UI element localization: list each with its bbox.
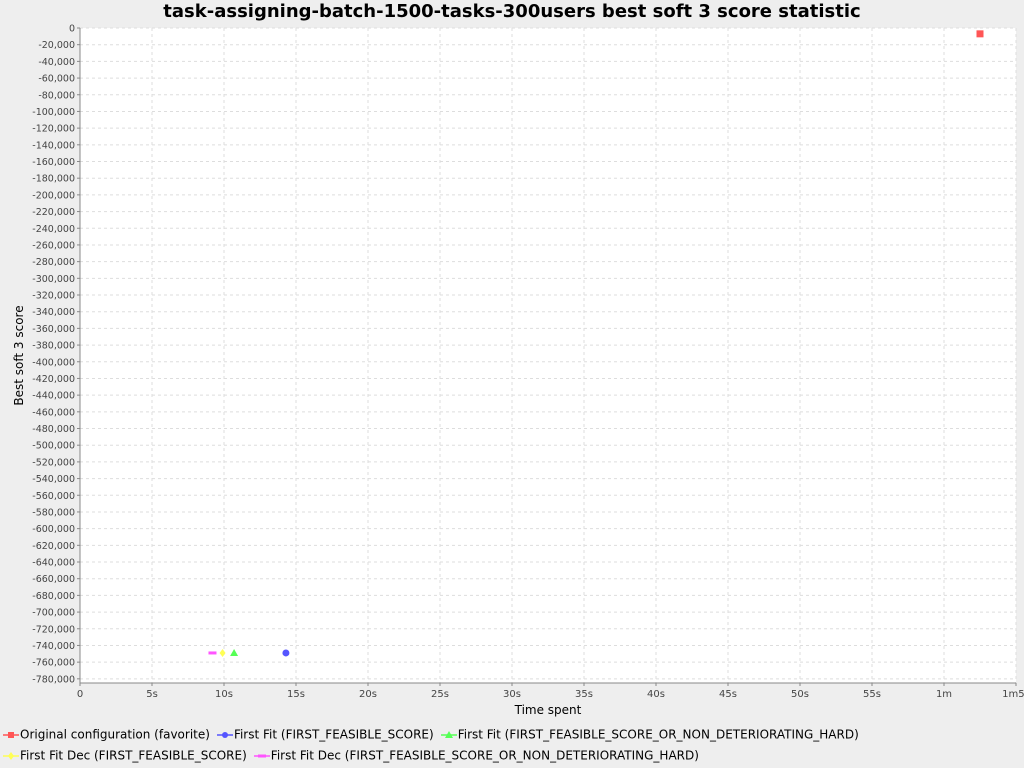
- legend-label: First Fit (FIRST_FEASIBLE_SCORE_OR_NON_D…: [457, 727, 859, 742]
- data-point: [230, 648, 239, 656]
- x-tick-label: 20s: [359, 689, 377, 700]
- x-tick-label: 15s: [287, 689, 305, 700]
- y-tick-label: -320,000: [32, 291, 75, 302]
- y-tick-label: -760,000: [32, 658, 75, 669]
- y-tick-label: -660,000: [32, 574, 75, 585]
- y-tick-label: -500,000: [32, 441, 75, 452]
- data-point: [208, 651, 217, 655]
- legend-label: First Fit (FIRST_FEASIBLE_SCORE): [233, 727, 434, 742]
- y-tick-label: -440,000: [32, 391, 75, 402]
- legend-label: First Fit Dec (FIRST_FEASIBLE_SCORE): [20, 748, 247, 763]
- x-tick-label: 10s: [215, 689, 233, 700]
- y-tick-label: -220,000: [32, 207, 75, 218]
- y-tick-label: -560,000: [32, 491, 75, 502]
- legend-label: Original configuration (favorite): [20, 727, 210, 742]
- legend-swatch: [440, 730, 457, 738]
- data-point: [282, 649, 290, 657]
- x-tick-label: 35s: [575, 689, 593, 700]
- y-tick-label: -480,000: [32, 424, 75, 435]
- x-tick-label: 1m5s: [1002, 689, 1024, 700]
- y-tick-label: -620,000: [32, 541, 75, 552]
- y-tick-label: -720,000: [32, 624, 75, 635]
- legend-item: First Fit Dec (FIRST_FEASIBLE_SCORE_OR_N…: [253, 745, 699, 766]
- y-tick-label: -260,000: [32, 240, 75, 251]
- legend-row: First Fit Dec (FIRST_FEASIBLE_SCORE) Firs…: [2, 745, 705, 765]
- y-tick-label: -280,000: [32, 257, 75, 268]
- y-tick-label: -100,000: [32, 107, 75, 118]
- legend: Original configuration (favorite) First F…: [0, 724, 1024, 768]
- x-tick-label: 25s: [431, 689, 449, 700]
- y-tick-label: -200,000: [32, 190, 75, 201]
- x-tick-label: 0: [77, 689, 83, 700]
- legend-label: First Fit Dec (FIRST_FEASIBLE_SCORE_OR_N…: [270, 748, 699, 763]
- x-tick-label: 1m: [936, 689, 952, 700]
- legend-item: First Fit (FIRST_FEASIBLE_SCORE): [216, 724, 434, 745]
- y-axis-label: Best soft 3 score: [12, 305, 26, 405]
- y-tick-label: -80,000: [38, 90, 75, 101]
- legend-swatch: [216, 731, 233, 738]
- x-tick-label: 40s: [647, 689, 665, 700]
- y-tick-label: -600,000: [32, 524, 75, 535]
- legend-item: First Fit (FIRST_FEASIBLE_SCORE_OR_NON_D…: [440, 724, 859, 745]
- legend-item: First Fit Dec (FIRST_FEASIBLE_SCORE): [2, 745, 247, 766]
- y-tick-label: -400,000: [32, 357, 75, 368]
- y-tick-label: -140,000: [32, 140, 75, 151]
- y-tick-label: -340,000: [32, 307, 75, 318]
- x-tick-label: 50s: [791, 689, 809, 700]
- y-tick-label: -740,000: [32, 641, 75, 652]
- x-tick-label: 5s: [146, 689, 158, 700]
- plot-area: [80, 28, 1016, 683]
- y-tick-label: -180,000: [32, 174, 75, 185]
- chart-plot: 0 -20,000 -40,000 -60,000 -80,000 -100,000 -12…: [12, 24, 1024, 718]
- y-tick-label: -20,000: [38, 40, 75, 51]
- y-tick-label: -40,000: [38, 57, 75, 68]
- chart-title: task-assigning-batch-1500-tasks-300users…: [163, 1, 861, 22]
- x-axis-label: Time spent: [514, 703, 582, 717]
- y-tick-label: -360,000: [32, 324, 75, 335]
- y-tick-label: -120,000: [32, 124, 75, 135]
- y-tick-label: -700,000: [32, 608, 75, 619]
- legend-item: Original configuration (favorite): [2, 724, 210, 745]
- y-tick-label: -60,000: [38, 74, 75, 85]
- legend-row: Original configuration (favorite) First F…: [2, 724, 865, 744]
- y-tick-label: -640,000: [32, 558, 75, 569]
- y-tick-label: -580,000: [32, 507, 75, 518]
- y-tick-label: -460,000: [32, 407, 75, 418]
- y-tick-label: -380,000: [32, 341, 75, 352]
- x-tick-label: 45s: [719, 689, 737, 700]
- y-tick-label: -160,000: [32, 157, 75, 168]
- legend-swatch: [3, 751, 19, 760]
- data-point: [219, 648, 226, 657]
- y-tick-label: -680,000: [32, 591, 75, 602]
- y-tick-label: -780,000: [32, 674, 75, 685]
- y-tick-label: -240,000: [32, 224, 75, 235]
- y-tick-label: 0: [69, 24, 75, 35]
- y-tick-label: -300,000: [32, 274, 75, 285]
- x-tick-label: 30s: [503, 689, 521, 700]
- data-point: [976, 30, 984, 38]
- y-tick-label: -420,000: [32, 374, 75, 385]
- legend-swatch: [3, 731, 19, 738]
- legend-swatch: [253, 754, 270, 757]
- x-tick-label: 55s: [863, 689, 881, 700]
- y-tick-label: -540,000: [32, 474, 75, 485]
- y-tick-label: -520,000: [32, 457, 75, 468]
